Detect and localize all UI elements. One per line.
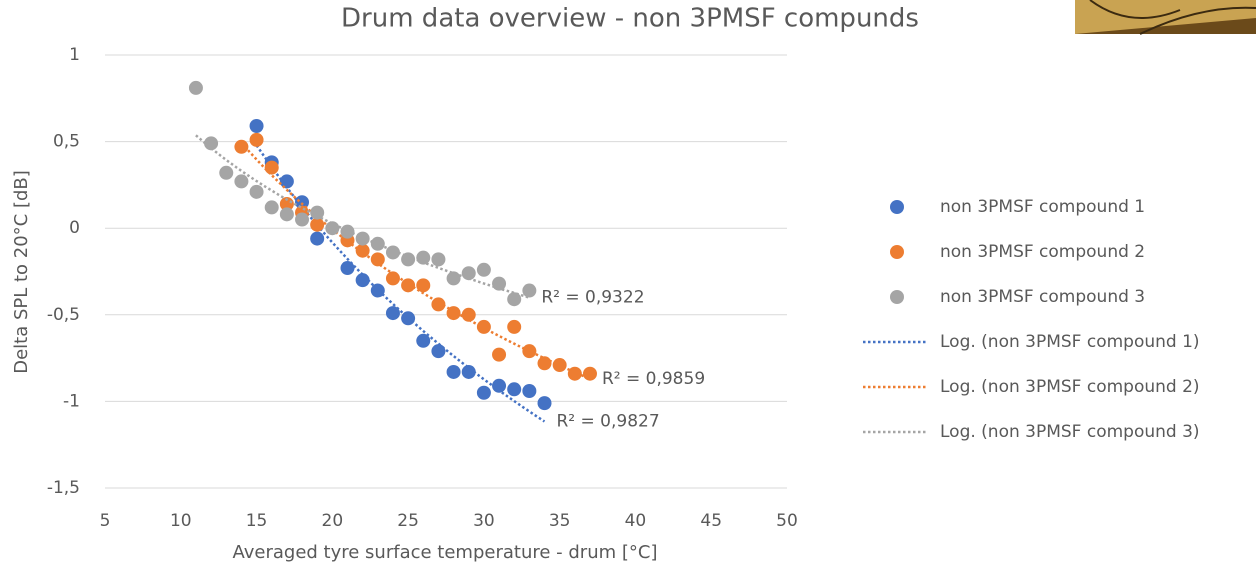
scatter-point bbox=[370, 252, 385, 267]
x-tick-label: 10 bbox=[170, 511, 192, 531]
legend-label: non 3PMSF compound 1 bbox=[940, 197, 1145, 217]
x-tick-label: 25 bbox=[397, 511, 419, 531]
scatter-point bbox=[492, 378, 507, 393]
scatter-point bbox=[401, 311, 416, 326]
scatter-point bbox=[340, 261, 355, 276]
y-tick-label: -0,5 bbox=[47, 305, 80, 325]
x-tick-label: 5 bbox=[100, 511, 111, 531]
scatter-point bbox=[401, 252, 416, 267]
scatter-point bbox=[325, 221, 340, 236]
y-tick-label: -1,5 bbox=[47, 478, 80, 498]
x-tick-label: 35 bbox=[549, 511, 571, 531]
scatter-point bbox=[522, 384, 537, 399]
scatter-point bbox=[476, 262, 491, 277]
legend-label: Log. (non 3PMSF compound 1) bbox=[940, 332, 1200, 352]
scatter-point bbox=[340, 224, 355, 239]
scatter-point bbox=[492, 276, 507, 291]
scatter-point bbox=[507, 382, 522, 397]
y-axis-title: Delta SPL to 20°C [dB] bbox=[11, 170, 32, 374]
y-tick-label: 1 bbox=[69, 45, 80, 65]
x-tick-label: 50 bbox=[776, 511, 798, 531]
scatter-point bbox=[446, 271, 461, 286]
scatter-point bbox=[355, 243, 370, 258]
scatter-point bbox=[310, 217, 325, 232]
scatter-point bbox=[431, 344, 446, 359]
legend-marker bbox=[890, 245, 904, 259]
scatter-point bbox=[567, 366, 582, 381]
scatter-point bbox=[310, 205, 325, 220]
logo bbox=[1075, 0, 1256, 35]
x-tick-label: 30 bbox=[473, 511, 495, 531]
scatter-point bbox=[416, 333, 431, 348]
scatter-point bbox=[537, 356, 552, 371]
scatter-point bbox=[416, 278, 431, 293]
scatter-point bbox=[507, 319, 522, 334]
x-tick-label: 45 bbox=[700, 511, 722, 531]
scatter-point bbox=[476, 319, 491, 334]
x-axis-title: Averaged tyre surface temperature - drum… bbox=[232, 542, 657, 563]
scatter-point bbox=[188, 80, 203, 95]
y-tick-label: 0 bbox=[69, 218, 80, 238]
scatter-point bbox=[264, 200, 279, 215]
x-tick-label: 20 bbox=[322, 511, 344, 531]
scatter-point bbox=[264, 160, 279, 175]
y-tick-label: 0,5 bbox=[53, 132, 80, 152]
scatter-point bbox=[370, 283, 385, 298]
scatter-point bbox=[401, 278, 416, 293]
scatter-point bbox=[476, 385, 491, 400]
scatter-point bbox=[234, 139, 249, 154]
scatter-point bbox=[385, 306, 400, 321]
scatter-point bbox=[385, 271, 400, 286]
chart-title: Drum data overview - non 3PMSF compunds bbox=[341, 4, 919, 34]
scatter-point bbox=[552, 358, 567, 373]
scatter-point bbox=[582, 366, 597, 381]
scatter-point bbox=[431, 252, 446, 267]
scatter-point bbox=[446, 306, 461, 321]
scatter-point bbox=[431, 297, 446, 312]
r2-label: R² = 0,9322 bbox=[541, 288, 644, 308]
scatter-point bbox=[279, 174, 294, 189]
legend-label: non 3PMSF compound 2 bbox=[940, 242, 1145, 262]
scatter-point bbox=[279, 207, 294, 222]
scatter-point bbox=[522, 344, 537, 359]
r2-label: R² = 0,9859 bbox=[602, 369, 705, 389]
scatter-point bbox=[310, 231, 325, 246]
y-tick-label: -1 bbox=[63, 391, 80, 411]
scatter-point bbox=[507, 292, 522, 307]
scatter-point bbox=[385, 245, 400, 260]
scatter-point bbox=[295, 212, 310, 227]
x-tick-label: 40 bbox=[625, 511, 647, 531]
scatter-point bbox=[219, 165, 234, 180]
scatter-point bbox=[355, 231, 370, 246]
scatter-point bbox=[204, 136, 219, 151]
x-tick-label: 15 bbox=[246, 511, 268, 531]
scatter-point bbox=[249, 132, 264, 147]
scatter-point bbox=[537, 396, 552, 411]
scatter-point bbox=[234, 174, 249, 189]
scatter-point bbox=[461, 364, 476, 379]
scatter-point bbox=[461, 307, 476, 322]
scatter-point bbox=[522, 283, 537, 298]
legend-marker bbox=[890, 290, 904, 304]
scatter-point bbox=[416, 250, 431, 265]
r2-label: R² = 0,9827 bbox=[557, 412, 660, 432]
legend-label: Log. (non 3PMSF compound 3) bbox=[940, 422, 1200, 442]
scatter-point bbox=[249, 119, 264, 134]
legend-marker bbox=[890, 200, 904, 214]
legend-label: Log. (non 3PMSF compound 2) bbox=[940, 377, 1200, 397]
scatter-point bbox=[461, 266, 476, 281]
scatter-point bbox=[249, 184, 264, 199]
trendline bbox=[240, 141, 591, 381]
scatter-point bbox=[492, 347, 507, 362]
scatter-point bbox=[355, 273, 370, 288]
scatter-point bbox=[370, 236, 385, 251]
scatter-point bbox=[446, 364, 461, 379]
legend-label: non 3PMSF compound 3 bbox=[940, 287, 1145, 307]
